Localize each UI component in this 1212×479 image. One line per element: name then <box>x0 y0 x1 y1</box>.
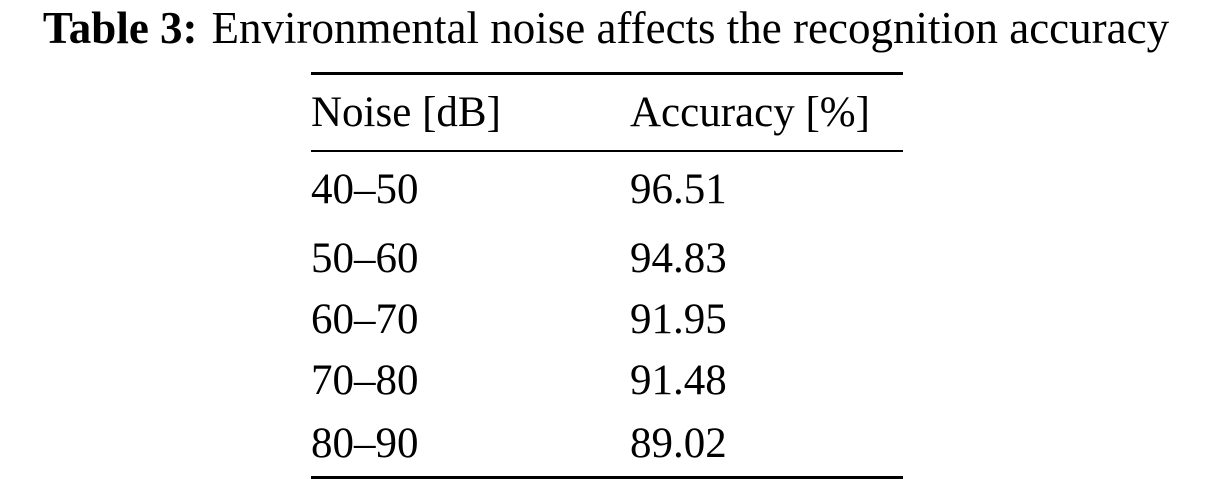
caption-label: Table 3: <box>42 3 198 53</box>
table-row: 80–90 89.02 <box>311 411 903 478</box>
table-body: 40–50 96.51 50–60 94.83 60–70 91.95 70–8… <box>311 151 903 478</box>
header-accuracy: Accuracy [%] <box>630 89 870 136</box>
results-table-container: Noise [dB] Accuracy [%] 40–50 96.51 50–6… <box>311 72 903 479</box>
table-row: 60–70 91.95 <box>311 289 903 350</box>
table-row: 40–50 96.51 <box>311 151 903 228</box>
noise-cell: 60–70 <box>311 296 419 343</box>
accuracy-cell: 89.02 <box>630 419 727 467</box>
caption-text: Environmental noise affects the recognit… <box>211 3 1170 53</box>
accuracy-cell: 91.95 <box>630 296 727 343</box>
noise-cell: 40–50 <box>311 166 419 213</box>
table-caption: Table 3: Environmental noise affects the … <box>0 0 1212 56</box>
header-row: Noise [dB] Accuracy [%] <box>311 73 903 151</box>
header-noise: Noise [dB] <box>311 89 501 136</box>
results-table: Noise [dB] Accuracy [%] 40–50 96.51 50–6… <box>311 72 903 479</box>
table-header: Noise [dB] Accuracy [%] <box>311 73 903 151</box>
accuracy-cell: 91.48 <box>630 357 727 404</box>
table-row: 70–80 91.48 <box>311 350 903 411</box>
noise-cell: 80–90 <box>311 419 419 467</box>
noise-cell: 70–80 <box>311 357 419 404</box>
table-row: 50–60 94.83 <box>311 228 903 289</box>
accuracy-cell: 94.83 <box>630 235 727 282</box>
accuracy-cell: 96.51 <box>630 166 727 213</box>
noise-cell: 50–60 <box>311 235 419 282</box>
